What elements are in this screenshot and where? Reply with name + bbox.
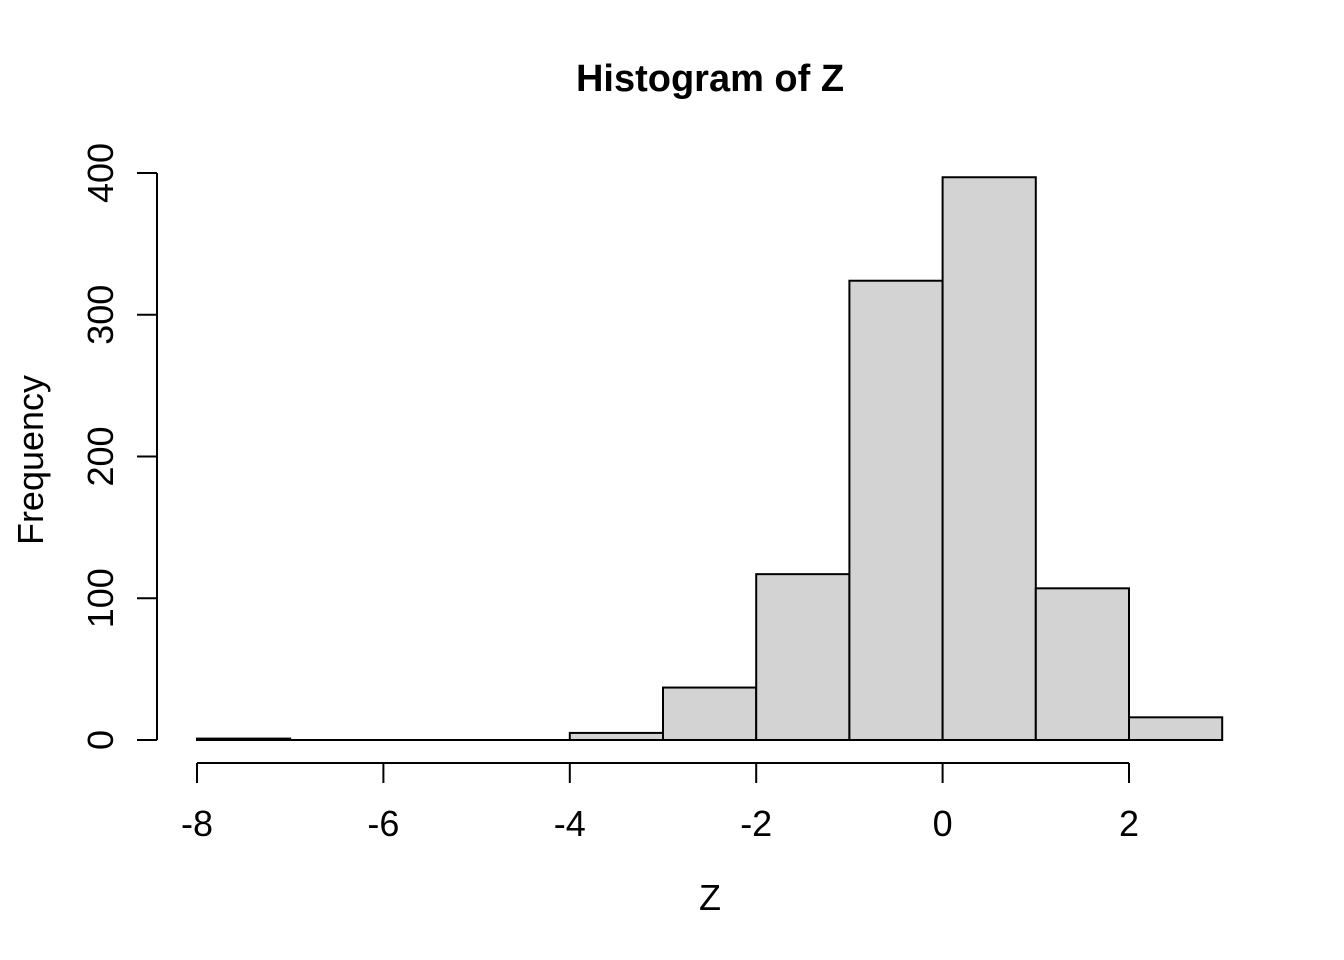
axes: 0 100 200 300 400 -8 -6 -4 -2 0 2 bbox=[80, 143, 1139, 844]
histogram-bar bbox=[1128, 716, 1224, 742]
x-tick-label: 2 bbox=[1119, 803, 1139, 844]
y-tick-label: 300 bbox=[80, 285, 121, 345]
histogram-bar bbox=[196, 737, 292, 742]
x-tick-label: -4 bbox=[554, 803, 586, 844]
histogram-bar bbox=[941, 176, 1037, 741]
chart-title: Histogram of Z bbox=[576, 58, 844, 100]
x-tick-label: -6 bbox=[367, 803, 399, 844]
y-tick-label: 200 bbox=[80, 426, 121, 486]
histogram-bar bbox=[662, 686, 758, 741]
histogram-bar bbox=[1034, 587, 1131, 742]
histogram-bar bbox=[755, 573, 851, 742]
histogram-bars bbox=[196, 176, 1224, 742]
x-axis-title: Z bbox=[699, 877, 721, 918]
x-tick-label: 0 bbox=[933, 803, 953, 844]
histogram-bar bbox=[568, 731, 664, 741]
x-tick-label: -8 bbox=[181, 803, 213, 844]
y-tick-label: 100 bbox=[80, 568, 121, 628]
x-tick-label: -2 bbox=[740, 803, 772, 844]
y-tick-label: 0 bbox=[80, 730, 121, 750]
y-tick-label: 400 bbox=[80, 143, 121, 203]
y-axis-title: Frequency bbox=[10, 375, 51, 545]
histogram-bar bbox=[848, 279, 944, 741]
